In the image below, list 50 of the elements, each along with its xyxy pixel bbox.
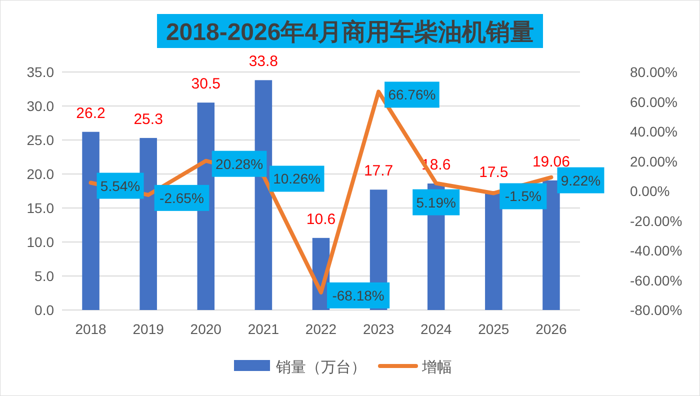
- data-label: 17.7: [364, 162, 394, 180]
- x-tick-label: 2021: [248, 321, 280, 337]
- data-label: 5.19%: [416, 194, 456, 210]
- y-tick-label: 5.0: [34, 268, 54, 284]
- legend-label: 销量（万台）: [275, 359, 366, 376]
- y2-tick-label: -60.00%: [630, 272, 682, 288]
- data-label: 9.22%: [560, 172, 601, 188]
- x-tick-label: 2024: [420, 321, 452, 337]
- data-label: 20.28%: [216, 156, 264, 172]
- y-tick-label: 25.0: [26, 132, 54, 148]
- y-tick-label: 30.0: [26, 98, 54, 114]
- chart-title: 2018-2026年4月商用车柴油机销量: [166, 19, 534, 46]
- x-tick-label: 2022: [305, 321, 337, 337]
- y2-tick-label: 20.00%: [630, 153, 678, 170]
- bar: [542, 180, 560, 310]
- data-label: 30.5: [191, 76, 220, 93]
- y2-tick-label: 0.00%: [630, 183, 670, 199]
- bar: [140, 138, 157, 310]
- bar: [82, 132, 100, 310]
- data-label: 10.6: [306, 210, 336, 228]
- x-tick-label: 2018: [75, 321, 107, 337]
- y-tick-label: 15.0: [26, 200, 54, 216]
- y2-tick-label: -20.00%: [630, 212, 682, 229]
- data-label: 33.8: [248, 53, 278, 70]
- data-label: 5.54%: [100, 178, 140, 194]
- y-tick-label: 35.0: [26, 64, 54, 80]
- data-label: 10.26%: [273, 170, 321, 187]
- legend-label: 增幅: [421, 359, 452, 376]
- x-tick-label: 2020: [190, 321, 222, 337]
- x-tick-label: 2023: [362, 321, 394, 337]
- y2-tick-label: 80.00%: [630, 64, 678, 80]
- data-label: -68.18%: [332, 287, 384, 304]
- y2-tick-label: 60.00%: [630, 94, 678, 110]
- data-label: -1.5%: [504, 188, 542, 204]
- x-tick-label: 2025: [478, 321, 510, 337]
- y-tick-label: 0.0: [34, 302, 54, 318]
- data-label: -2.65%: [160, 190, 204, 206]
- data-label: 26.2: [76, 104, 106, 122]
- y-tick-label: 10.0: [26, 234, 54, 250]
- data-label: 19.06: [532, 153, 570, 170]
- x-tick-label: 2019: [132, 321, 164, 337]
- y2-tick-label: 40.00%: [630, 124, 678, 140]
- y2-tick-label: -40.00%: [630, 242, 682, 258]
- data-label: 25.3: [134, 110, 163, 128]
- bar: [485, 191, 502, 310]
- data-label: 66.76%: [388, 86, 436, 103]
- y-tick-label: 20.0: [26, 166, 54, 182]
- x-tick-label: 2026: [536, 321, 568, 337]
- y2-tick-label: -80.00%: [630, 302, 682, 318]
- data-label: 17.5: [479, 164, 508, 181]
